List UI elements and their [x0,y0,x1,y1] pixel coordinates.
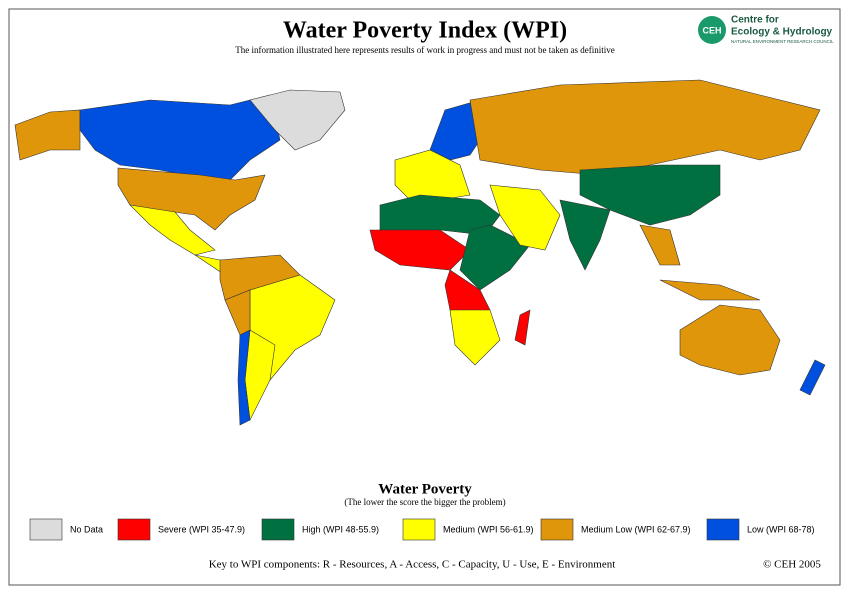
region [514,309,531,346]
title: Water Poverty Index (WPI) [283,18,567,44]
logo: CEH Centre for Ecology & Hydrology NATUR… [698,15,834,44]
region [14,109,81,161]
region [449,309,501,366]
region [559,199,611,271]
footer-key: Key to WPI components: R - Resources, A … [209,559,616,571]
region [659,279,761,301]
region [459,224,531,291]
legend-label: Medium (WPI 56-61.9) [443,524,534,534]
region [679,304,781,376]
legend-label: Medium Low (WPI 62-67.9) [581,524,691,534]
legend-swatch [117,518,151,541]
legend-swatch [402,518,436,541]
legend-label: No Data [70,524,103,534]
logo-line: Centre for [731,15,779,26]
region [639,224,681,266]
region [394,149,471,201]
legend-label: High (WPI 48-55.9) [302,524,379,534]
region [129,204,216,256]
region [489,184,561,251]
legend: No Data Severe (WPI 35-47.9) High (WPI 48-… [29,518,815,541]
legend-swatch [261,518,295,541]
logo-line: Ecology & Hydrology [731,27,833,38]
region [579,164,721,226]
legend-subtitle: (The lower the score the bigger the prob… [344,497,505,507]
legend-swatch [540,518,574,541]
subtitle: The information illustrated here represe… [235,45,614,55]
legend-label: Low (WPI 68-78) [747,524,815,534]
logo-org: NATURAL ENVIRONMENT RESEARCH COUNCIL [731,39,834,44]
legend-title: Water Poverty [378,481,472,497]
region [117,167,266,231]
copyright: © CEH 2005 [763,559,821,571]
region [249,89,346,151]
logo-circle [698,16,726,44]
region [799,359,826,396]
region [237,329,251,426]
legend-label: Severe (WPI 35-47.9) [158,524,245,534]
region [469,79,821,176]
world-map [14,79,826,426]
logo-mark: CEH [702,25,721,35]
legend-swatch [29,518,63,541]
legend-swatch [706,518,740,541]
